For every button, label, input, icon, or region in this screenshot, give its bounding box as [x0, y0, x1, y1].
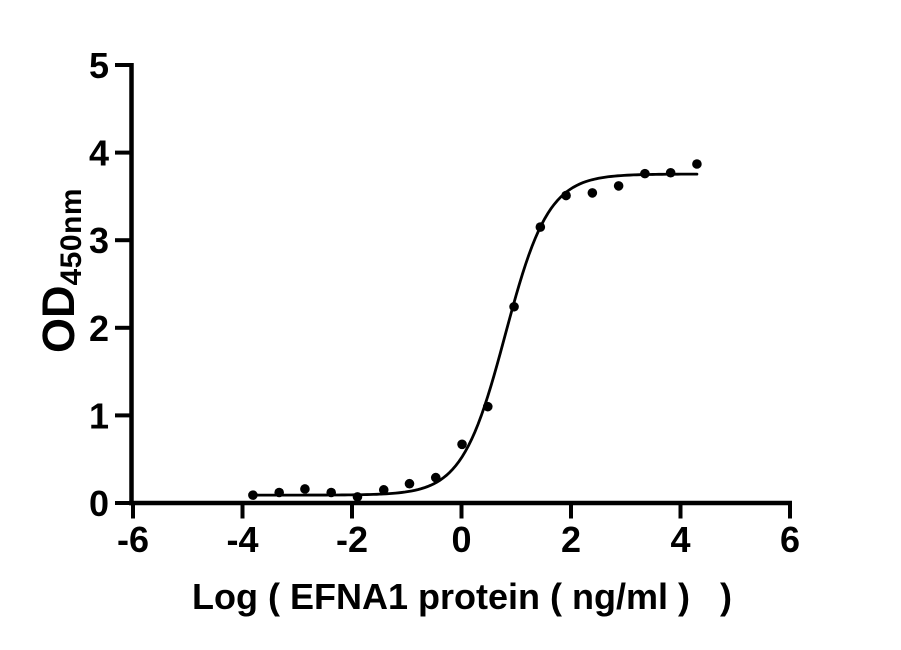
y-tick-label: 4	[89, 133, 109, 174]
data-point	[352, 492, 363, 502]
data-point	[561, 190, 571, 201]
data-point	[640, 168, 650, 179]
y-tick-label: 0	[89, 483, 109, 524]
x-tick-label: -4	[226, 519, 258, 560]
x-axis-title: Log ( EFNA1 protein ( ng/ml ) )	[192, 576, 732, 617]
data-point	[613, 181, 624, 191]
data-point	[482, 401, 493, 412]
data-point	[535, 222, 546, 232]
y-tick-label: 1	[89, 395, 109, 436]
data-point	[665, 167, 676, 178]
x-tick-label: -6	[117, 519, 149, 560]
data-point	[326, 487, 336, 498]
x-tick-label: -2	[336, 519, 368, 560]
data-point	[430, 472, 441, 483]
data-point	[404, 478, 415, 489]
y-tick-label: 3	[89, 220, 109, 261]
data-point	[509, 301, 519, 312]
data-point	[248, 490, 258, 500]
data-point	[378, 485, 389, 495]
x-tick-label: 6	[780, 519, 800, 560]
data-point	[274, 487, 284, 498]
data-point	[457, 439, 467, 450]
data-point	[692, 159, 702, 169]
x-tick-label: 2	[561, 519, 581, 560]
y-tick-label: 2	[89, 308, 109, 349]
data-point	[300, 484, 310, 494]
y-axis-title-main: OD	[33, 285, 84, 354]
y-axis-title: OD450nm	[33, 188, 88, 354]
x-tick-label: 4	[670, 519, 690, 560]
y-tick-label: 5	[89, 45, 109, 86]
x-tick-label: 0	[451, 519, 471, 560]
data-point	[587, 188, 598, 198]
y-axis-title-subscript: 450nm	[55, 187, 88, 286]
fit-curve	[251, 172, 699, 497]
